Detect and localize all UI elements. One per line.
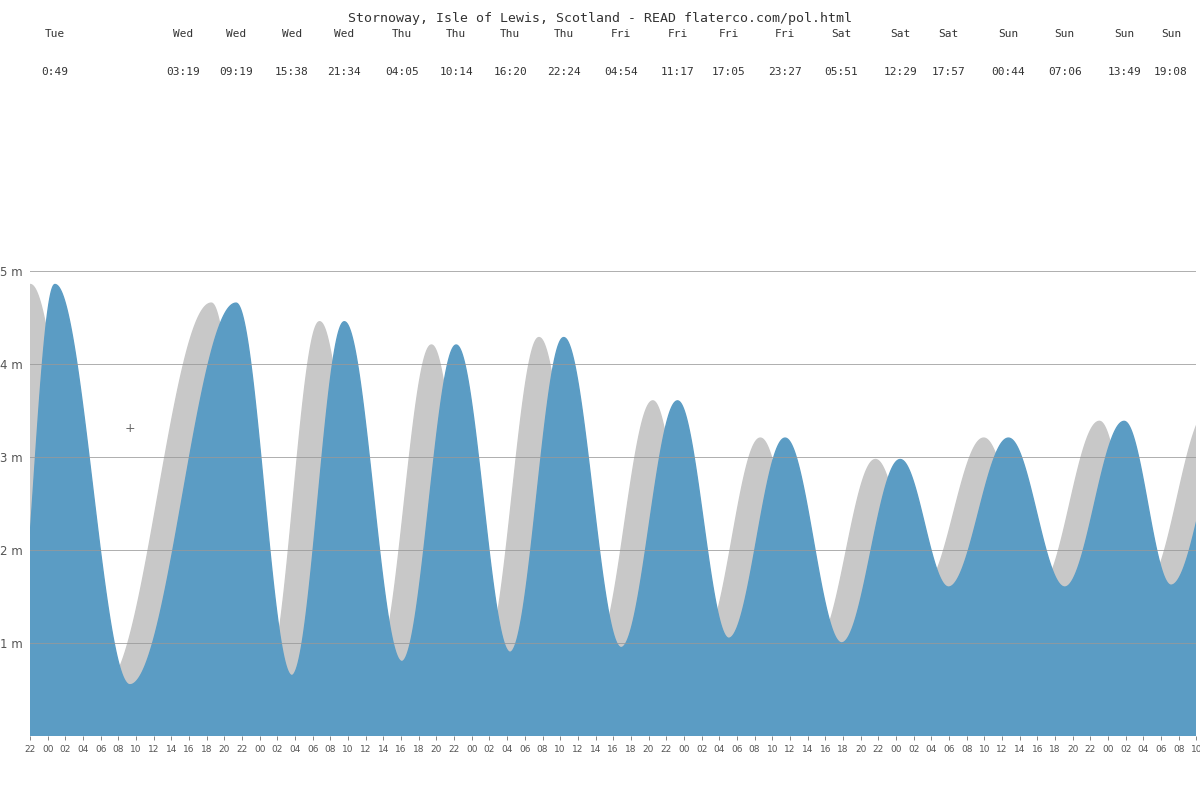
Text: 10:14: 10:14 (439, 67, 473, 77)
Text: Thu: Thu (500, 29, 521, 39)
Text: 22:24: 22:24 (547, 67, 581, 77)
Text: Wed: Wed (226, 29, 246, 39)
Text: Fri: Fri (775, 29, 796, 39)
Text: Fri: Fri (719, 29, 739, 39)
Text: 23:27: 23:27 (768, 67, 802, 77)
Text: +: + (125, 422, 136, 435)
Text: 16:20: 16:20 (493, 67, 527, 77)
Text: Sun: Sun (998, 29, 1019, 39)
Text: Sat: Sat (832, 29, 852, 39)
Text: Sun: Sun (1055, 29, 1075, 39)
Text: Sat: Sat (890, 29, 911, 39)
Text: 12:29: 12:29 (883, 67, 917, 77)
Text: Sun: Sun (1114, 29, 1134, 39)
Text: 03:19: 03:19 (166, 67, 200, 77)
Text: 13:49: 13:49 (1108, 67, 1141, 77)
Text: 21:34: 21:34 (328, 67, 361, 77)
Text: Thu: Thu (553, 29, 574, 39)
Text: Wed: Wed (173, 29, 193, 39)
Text: Wed: Wed (334, 29, 354, 39)
Text: 0:49: 0:49 (42, 67, 68, 77)
Text: 11:17: 11:17 (661, 67, 695, 77)
Text: Tue: Tue (44, 29, 65, 39)
Text: Fri: Fri (611, 29, 631, 39)
Text: 00:44: 00:44 (991, 67, 1025, 77)
Text: Stornoway, Isle of Lewis, Scotland - READ flaterco.com/pol.html: Stornoway, Isle of Lewis, Scotland - REA… (348, 12, 852, 25)
Text: 05:51: 05:51 (824, 67, 858, 77)
Text: 04:54: 04:54 (605, 67, 638, 77)
Text: Fri: Fri (667, 29, 688, 39)
Text: Thu: Thu (391, 29, 412, 39)
Text: 04:05: 04:05 (385, 67, 419, 77)
Text: 17:05: 17:05 (712, 67, 745, 77)
Text: 15:38: 15:38 (275, 67, 308, 77)
Text: Thu: Thu (446, 29, 467, 39)
Text: 07:06: 07:06 (1048, 67, 1081, 77)
Text: 17:57: 17:57 (931, 67, 966, 77)
Text: Sat: Sat (938, 29, 959, 39)
Text: Wed: Wed (282, 29, 302, 39)
Text: Sun: Sun (1160, 29, 1181, 39)
Text: 19:08: 19:08 (1154, 67, 1188, 77)
Text: 09:19: 09:19 (220, 67, 253, 77)
